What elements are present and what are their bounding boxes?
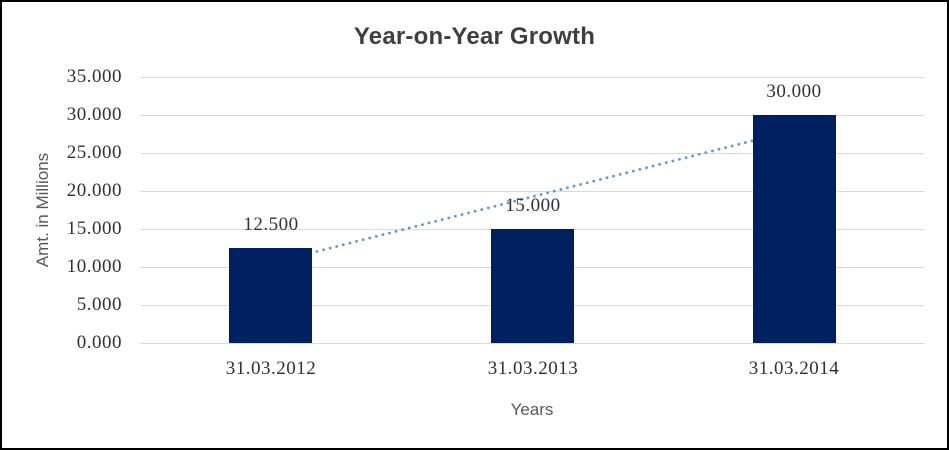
y-axis-tick-label: 10.000 [66, 256, 122, 277]
y-axis-tick-label: 20.000 [66, 180, 122, 201]
y-axis-tick-label: 25.000 [66, 142, 122, 163]
bar-data-label: 15.000 [505, 195, 561, 216]
gridline [140, 152, 925, 154]
gridline [140, 190, 925, 192]
y-axis-tick-label: 15.000 [66, 218, 122, 239]
bar [229, 248, 312, 343]
x-axis-category-label: 31.03.2013 [487, 358, 579, 379]
bar-data-label: 12.500 [243, 214, 299, 235]
x-axis-category-label: 31.03.2014 [748, 358, 840, 379]
y-axis-tick-label: 35.000 [66, 66, 122, 87]
gridline [140, 342, 925, 344]
bar [491, 229, 574, 343]
bar-data-label: 30.000 [766, 81, 822, 102]
x-axis-category-label: 31.03.2012 [225, 358, 317, 379]
trendline [269, 128, 796, 265]
trendline-layer [269, 128, 796, 265]
bar [753, 115, 836, 343]
gridline [140, 76, 925, 78]
y-axis-tick-label: 30.000 [66, 104, 122, 125]
x-axis-title: Years [510, 400, 554, 419]
y-axis-tick-label: 5.000 [76, 294, 122, 315]
chart-title: Year-on-Year Growth [353, 23, 596, 50]
y-axis-tick-label: 0.000 [76, 332, 122, 353]
gridline [140, 114, 925, 116]
y-axis-title: Amt. in Millions [33, 152, 52, 268]
